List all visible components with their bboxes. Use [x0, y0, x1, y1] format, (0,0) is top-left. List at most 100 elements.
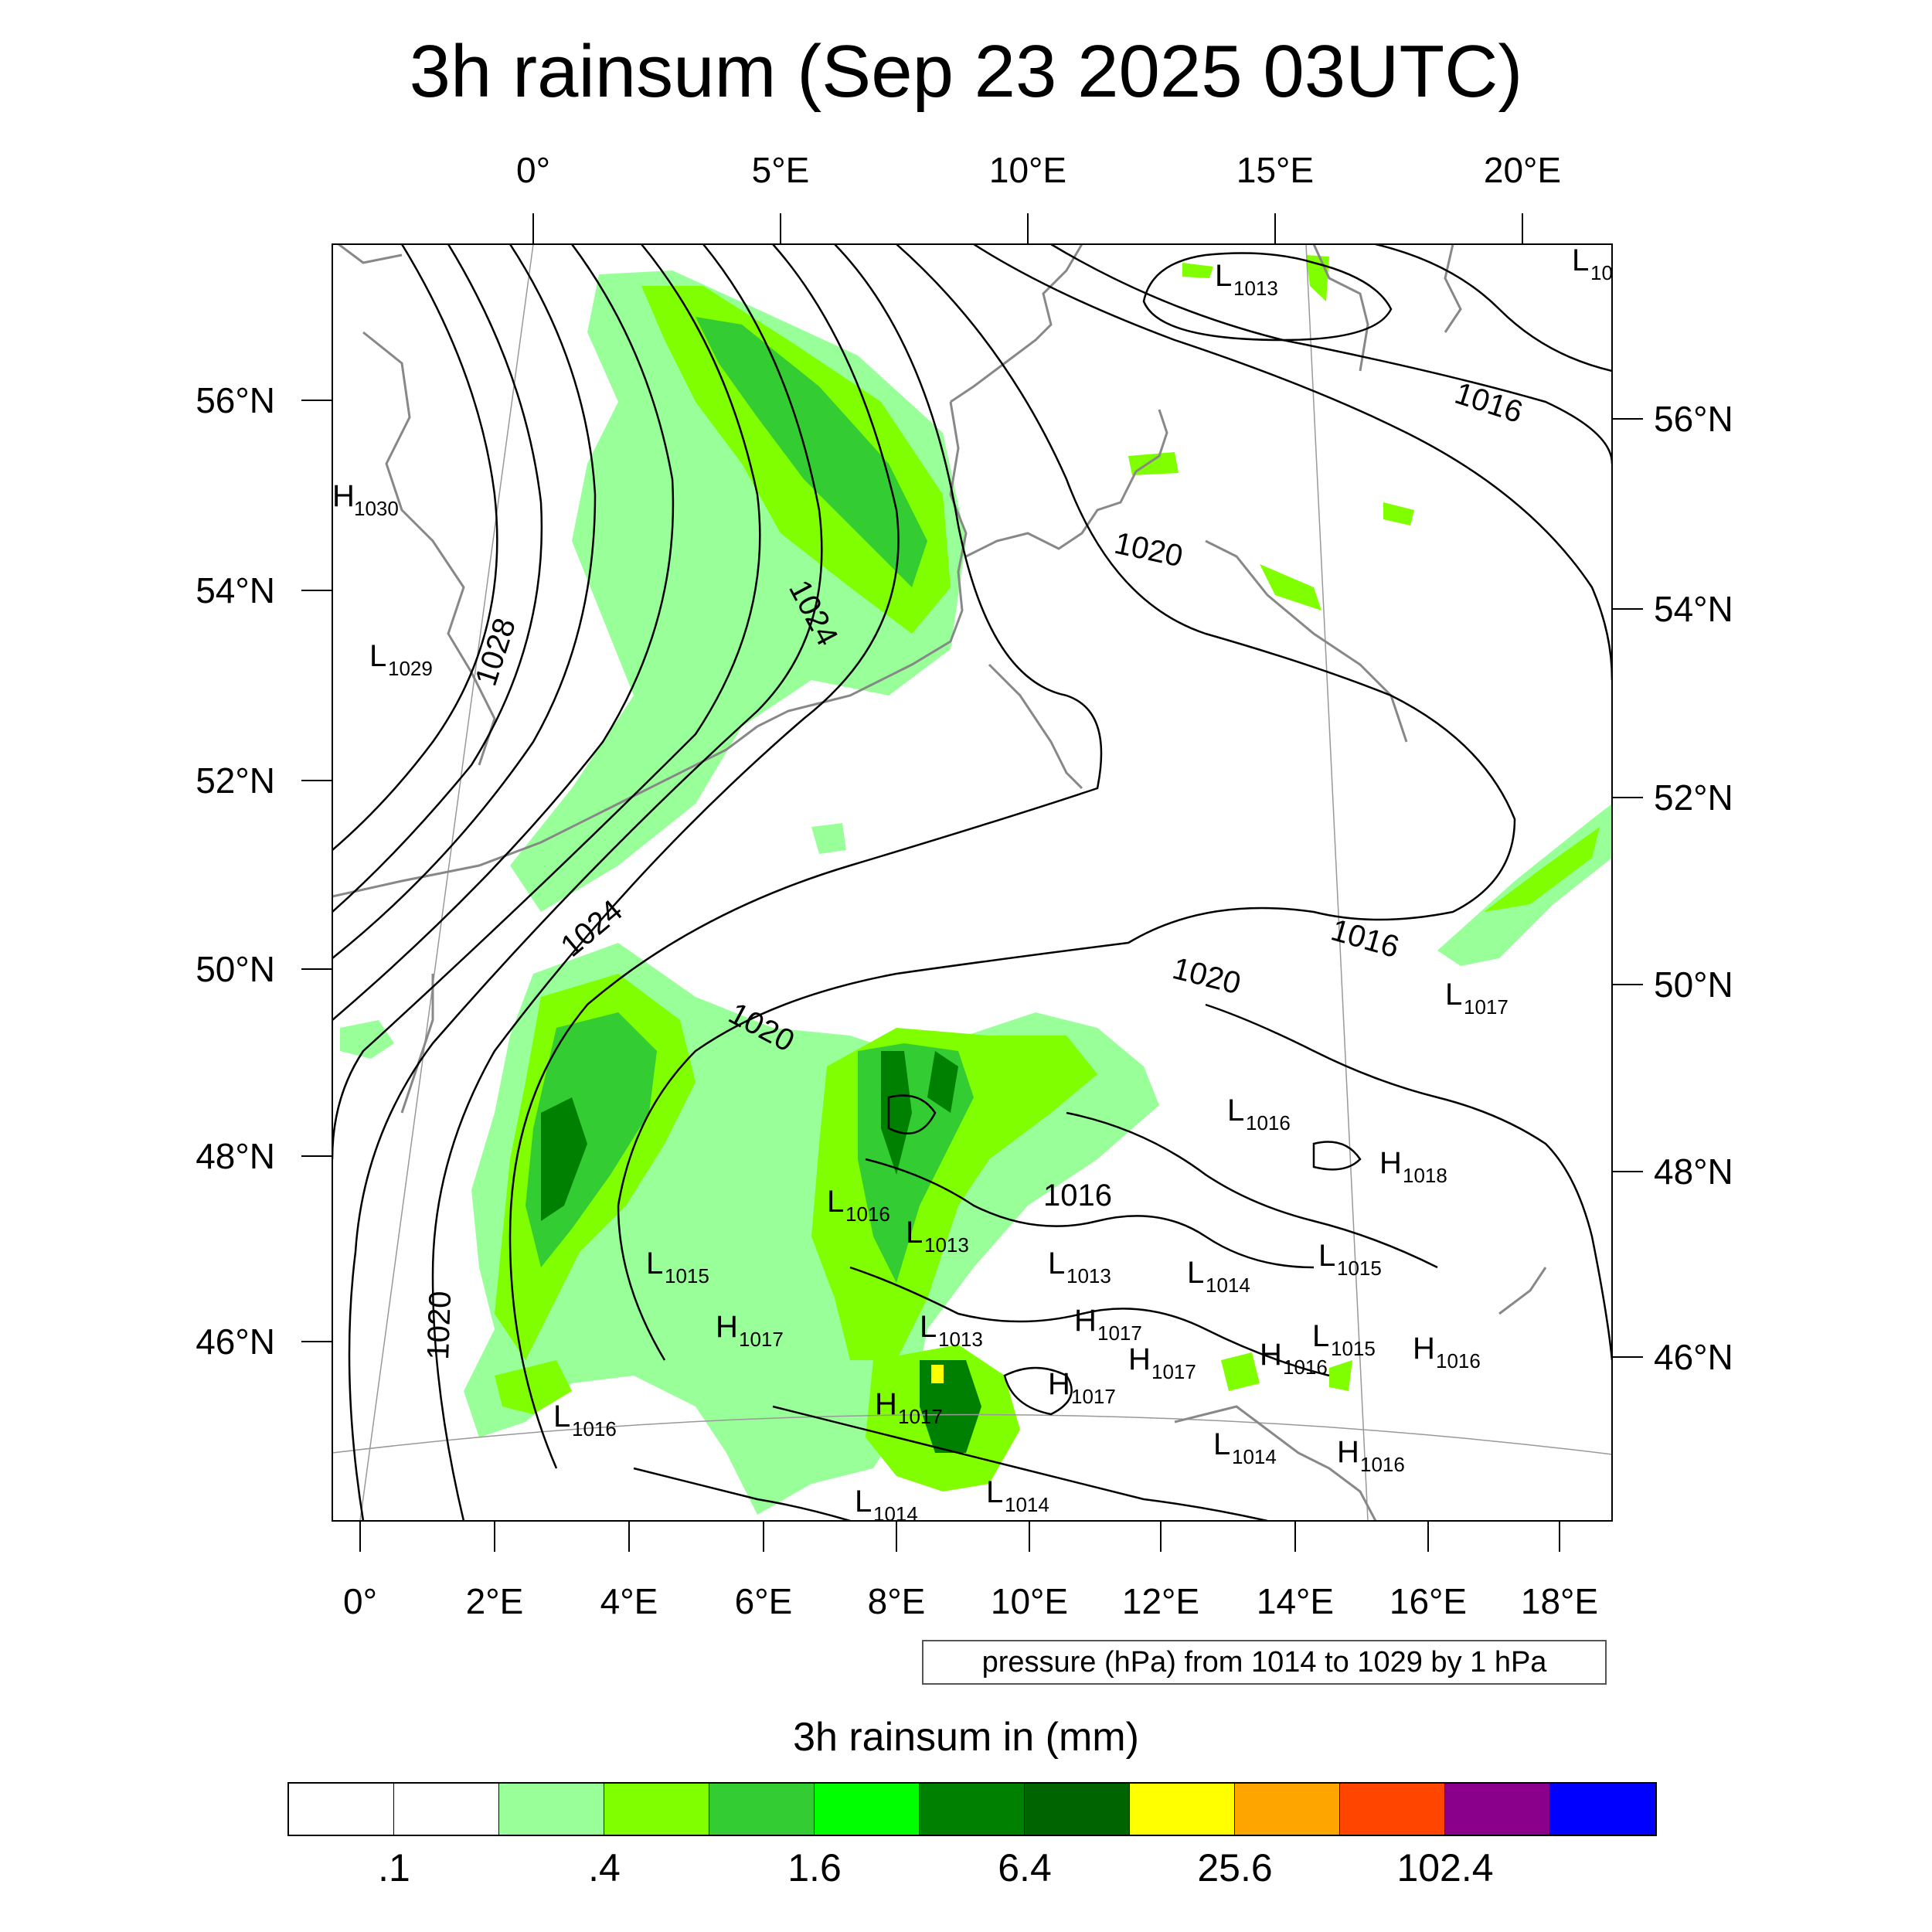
pressure-center: H 1017 [875, 1387, 943, 1428]
pressure-center: L 1016 [827, 1185, 890, 1226]
svg-text:H: H [332, 479, 355, 513]
svg-text:L: L [1572, 243, 1589, 277]
svg-text:L: L [1445, 978, 1462, 1012]
pressure-center: L 1013 [1215, 259, 1278, 300]
pressure-center: H 1017 [1048, 1367, 1116, 1408]
rain-alps-peak [931, 1365, 944, 1383]
svg-text:1018: 1018 [1403, 1164, 1447, 1187]
svg-text:L: L [855, 1485, 872, 1519]
svg-text:1016: 1016 [845, 1202, 890, 1226]
pressure-center: L 1013 [920, 1310, 983, 1351]
svg-text:1030: 1030 [354, 497, 399, 520]
plot-frame [332, 243, 1613, 1522]
tick-label: 54°N [1654, 589, 1733, 629]
colorbar-swatch [499, 1784, 604, 1835]
rain-scattered-3 [811, 823, 846, 854]
pressure-center: L 1014 [1213, 1427, 1277, 1468]
contour-label: 1016 [1451, 376, 1526, 430]
pressure-center: L 1029 [369, 639, 433, 680]
top-longitude-labels: 0° 5°E 10°E 15°E 20°E [516, 150, 1561, 190]
pressure-center: H 1018 [1379, 1146, 1447, 1187]
pressure-center: L 1016 [1227, 1094, 1291, 1134]
bottom-longitude-labels: 0° 2°E 4°E 6°E 8°E 10°E 12°E 14°E 16°E 1… [343, 1581, 1598, 1621]
rain-scattered-4 [1182, 255, 1329, 301]
pressure-center: L 1015 [1312, 1319, 1376, 1360]
svg-text:1016: 1016 [1360, 1453, 1405, 1476]
tick-label: 56°N [196, 380, 275, 420]
tick-label: 46°N [196, 1321, 275, 1362]
svg-text:H: H [875, 1387, 897, 1421]
svg-text:H: H [716, 1310, 738, 1344]
svg-text:1014: 1014 [873, 1502, 918, 1526]
pressure-center: L 1014 [986, 1475, 1049, 1516]
colorbar-swatch [1130, 1784, 1235, 1835]
pressure-center: H 1017 [1074, 1304, 1142, 1345]
precipitation-fields [340, 255, 1612, 1515]
colorbar [287, 1782, 1657, 1836]
svg-text:H: H [1074, 1304, 1097, 1338]
tick-label: 50°N [196, 949, 275, 989]
rain-poland-core [1484, 827, 1600, 912]
pressure-center: L 1013 [906, 1216, 969, 1257]
svg-text:L: L [906, 1216, 923, 1250]
svg-text:L: L [1215, 259, 1232, 293]
svg-text:L: L [1213, 1427, 1230, 1461]
colorbar-label: 1.6 [787, 1846, 842, 1889]
rain-band-north-mid [696, 317, 927, 587]
svg-text:H: H [1379, 1146, 1402, 1180]
svg-text:H: H [1260, 1338, 1282, 1372]
pressure-center: H 1030 [332, 479, 399, 520]
rain-scattered-2 [495, 1360, 572, 1414]
tick-label: 48°N [196, 1136, 275, 1176]
pressure-centers: H 1030 L 1029 L 1013 L 10 L 1017 L 1016 H 1018 … [332, 243, 1613, 1526]
svg-text:1015: 1015 [1331, 1337, 1376, 1360]
tick-label: 15°E [1236, 150, 1314, 190]
svg-text:10: 10 [1590, 261, 1613, 284]
pressure-center: H 1017 [716, 1310, 784, 1351]
pressure-center: L 1014 [855, 1485, 918, 1526]
colorbar-swatch [1340, 1784, 1445, 1835]
tick-label: 52°N [1654, 777, 1733, 818]
isobars [332, 244, 1612, 1521]
tick-label: 0° [343, 1581, 377, 1621]
tick-label: 12°E [1122, 1581, 1199, 1621]
rain-scattered-6 [1221, 1352, 1352, 1391]
svg-text:1017: 1017 [1097, 1321, 1142, 1345]
pressure-center: L 1015 [1318, 1239, 1382, 1280]
svg-text:1014: 1014 [1005, 1493, 1049, 1516]
chart-title: 3h rainsum (Sep 23 2025 03UTC) [409, 30, 1523, 113]
svg-text:1015: 1015 [665, 1264, 709, 1287]
pressure-center: L 1015 [646, 1247, 709, 1287]
colorbar-label: .1 [378, 1846, 410, 1889]
contour-label: 1020 [1111, 526, 1185, 574]
svg-text:1029: 1029 [388, 657, 433, 680]
tick-label: 0° [516, 150, 550, 190]
svg-text:L: L [369, 639, 386, 673]
tick-label: 10°E [989, 150, 1066, 190]
svg-text:H: H [1048, 1367, 1070, 1401]
svg-text:L: L [1312, 1319, 1329, 1353]
svg-text:1016: 1016 [1246, 1111, 1291, 1134]
tick-label: 5°E [752, 150, 810, 190]
tick-label: 4°E [600, 1581, 658, 1621]
svg-text:1017: 1017 [739, 1328, 784, 1351]
tick-label: 50°N [1654, 964, 1733, 1005]
pressure-center: H 1016 [1413, 1332, 1481, 1372]
colorbar-swatch [815, 1784, 920, 1835]
colorbar-label: 25.6 [1197, 1846, 1273, 1889]
colorbar-swatch [920, 1784, 1025, 1835]
contour-label: 1020 [421, 1291, 457, 1360]
colorbar-swatch [1025, 1784, 1130, 1835]
tick-label: 46°N [1654, 1337, 1733, 1377]
pressure-center: H 1016 [1260, 1338, 1328, 1379]
pressure-center: L 1017 [1445, 978, 1509, 1019]
tick-label: 8°E [868, 1581, 926, 1621]
tick-label: 18°E [1521, 1581, 1598, 1621]
rain-scattered-1 [340, 1020, 394, 1059]
svg-text:L: L [1187, 1256, 1204, 1290]
svg-text:1014: 1014 [1232, 1445, 1277, 1468]
tick-label: 16°E [1389, 1581, 1467, 1621]
svg-text:1013: 1013 [924, 1233, 969, 1257]
svg-text:L: L [827, 1185, 844, 1219]
contour-label: 1016 [1328, 913, 1403, 964]
